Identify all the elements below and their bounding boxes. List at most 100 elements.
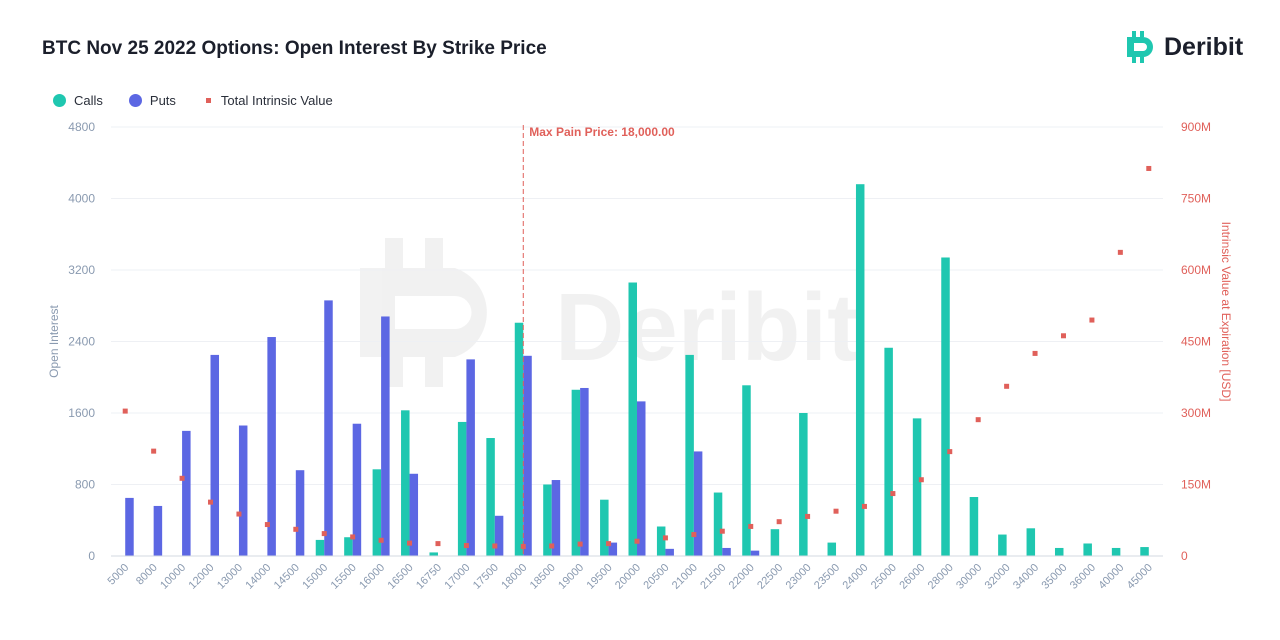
intrinsic-value-point[interactable] xyxy=(378,537,384,543)
intrinsic-value-point[interactable] xyxy=(861,503,867,509)
puts-bar[interactable] xyxy=(665,548,674,556)
calls-bar[interactable] xyxy=(457,421,467,556)
intrinsic-value-point[interactable] xyxy=(918,477,924,483)
calls-bar[interactable] xyxy=(1140,547,1149,556)
intrinsic-value-point[interactable] xyxy=(805,513,811,519)
puts-bar[interactable] xyxy=(722,547,731,556)
calls-bar[interactable] xyxy=(1026,528,1036,556)
intrinsic-value-point[interactable] xyxy=(492,543,498,549)
calls-bar[interactable] xyxy=(969,497,979,556)
calls-bar[interactable] xyxy=(742,385,751,556)
calls-bar[interactable] xyxy=(941,257,950,556)
puts-bar[interactable] xyxy=(324,300,333,556)
intrinsic-value-point[interactable] xyxy=(890,491,896,497)
calls-bar[interactable] xyxy=(429,552,438,556)
calls-bar[interactable] xyxy=(1111,547,1121,556)
puts-bar[interactable] xyxy=(466,359,475,556)
intrinsic-value-point[interactable] xyxy=(975,417,981,423)
intrinsic-value-point[interactable] xyxy=(236,511,242,517)
intrinsic-value-point[interactable] xyxy=(151,448,157,454)
intrinsic-value-point[interactable] xyxy=(1004,383,1010,389)
intrinsic-value-point[interactable] xyxy=(407,540,413,546)
calls-bar[interactable] xyxy=(998,534,1007,556)
calls-bar[interactable] xyxy=(401,410,410,556)
x-tick-label: 28000 xyxy=(926,562,956,592)
puts-bar[interactable] xyxy=(637,401,646,556)
calls-bar[interactable] xyxy=(628,282,638,556)
calls-bar[interactable] xyxy=(884,347,893,556)
intrinsic-value-point[interactable] xyxy=(1146,165,1152,171)
puts-bar[interactable] xyxy=(750,550,760,556)
calls-bar[interactable] xyxy=(1054,547,1064,556)
puts-bar[interactable] xyxy=(182,430,191,556)
intrinsic-value-point[interactable] xyxy=(208,499,214,505)
intrinsic-value-point[interactable] xyxy=(350,534,356,540)
legend-item-puts[interactable]: Puts xyxy=(128,93,176,108)
calls-bar[interactable] xyxy=(372,469,382,556)
puts-bar[interactable] xyxy=(409,473,419,556)
intrinsic-value-point[interactable] xyxy=(662,535,668,541)
x-tick-label: 16750 xyxy=(414,562,444,592)
puts-bar[interactable] xyxy=(238,425,248,556)
puts-bar[interactable] xyxy=(580,387,589,556)
legend-item-calls[interactable]: Calls xyxy=(53,93,103,108)
calls-bar[interactable] xyxy=(344,537,353,556)
intrinsic-value-point[interactable] xyxy=(1089,317,1095,323)
puts-bar[interactable] xyxy=(523,355,532,556)
intrinsic-value-point[interactable] xyxy=(1032,350,1038,356)
intrinsic-value-point[interactable] xyxy=(577,541,583,547)
puts-bar[interactable] xyxy=(210,354,220,556)
puts-bar[interactable] xyxy=(352,423,362,556)
intrinsic-value-point[interactable] xyxy=(691,532,697,538)
intrinsic-value-point[interactable] xyxy=(520,543,526,549)
calls-bar[interactable] xyxy=(543,484,552,557)
intrinsic-value-point[interactable] xyxy=(463,543,469,549)
puts-bar[interactable] xyxy=(153,505,163,556)
calls-bar[interactable] xyxy=(770,529,780,556)
calls-bar[interactable] xyxy=(486,438,495,556)
calls-bar[interactable] xyxy=(912,418,922,556)
calls-bar[interactable] xyxy=(315,539,325,556)
intrinsic-value-point[interactable] xyxy=(549,543,555,549)
intrinsic-value-point[interactable] xyxy=(606,541,612,547)
puts-bar[interactable] xyxy=(551,480,561,556)
chart-legend: Calls Puts Total Intrinsic Value xyxy=(53,93,359,108)
puts-bar[interactable] xyxy=(295,470,305,556)
intrinsic-value-point[interactable] xyxy=(947,449,953,455)
calls-bar[interactable] xyxy=(571,389,581,556)
intrinsic-value-point[interactable] xyxy=(1117,249,1123,255)
calls-bar[interactable] xyxy=(855,184,865,556)
intrinsic-value-point[interactable] xyxy=(435,541,441,547)
calls-bar[interactable] xyxy=(656,526,666,556)
puts-bar[interactable] xyxy=(267,337,276,556)
intrinsic-value-point[interactable] xyxy=(748,523,754,529)
intrinsic-value-point[interactable] xyxy=(634,538,640,544)
legend-item-intrinsic[interactable]: Total Intrinsic Value xyxy=(202,93,333,108)
intrinsic-value-point[interactable] xyxy=(293,526,299,532)
calls-bar[interactable] xyxy=(1083,543,1092,556)
calls-bar[interactable] xyxy=(685,354,694,556)
intrinsic-value-point[interactable] xyxy=(1060,333,1066,339)
calls-bar[interactable] xyxy=(514,322,524,556)
puts-bar[interactable] xyxy=(381,316,390,556)
calls-bar[interactable] xyxy=(600,499,609,556)
intrinsic-value-point[interactable] xyxy=(264,522,270,528)
x-tick-label: 21000 xyxy=(670,562,700,592)
calls-bar[interactable] xyxy=(713,492,723,556)
x-tick-label: 20000 xyxy=(613,562,643,592)
puts-bar[interactable] xyxy=(608,542,618,556)
intrinsic-value-point[interactable] xyxy=(179,475,185,481)
intrinsic-value-point[interactable] xyxy=(321,531,327,537)
intrinsic-value-point[interactable] xyxy=(776,519,782,525)
puts-bar[interactable] xyxy=(494,515,504,556)
intrinsic-value-point[interactable] xyxy=(122,408,128,414)
y-tick-label: 4800 xyxy=(68,120,95,134)
x-tick-label: 26000 xyxy=(897,562,927,592)
calls-bar[interactable] xyxy=(827,542,837,556)
intrinsic-value-point[interactable] xyxy=(719,528,725,534)
puts-bar[interactable] xyxy=(693,451,703,556)
intrinsic-value-point[interactable] xyxy=(833,508,839,514)
calls-bar[interactable] xyxy=(799,413,808,556)
x-tick-label: 30000 xyxy=(954,562,984,592)
puts-bar[interactable] xyxy=(125,497,134,556)
